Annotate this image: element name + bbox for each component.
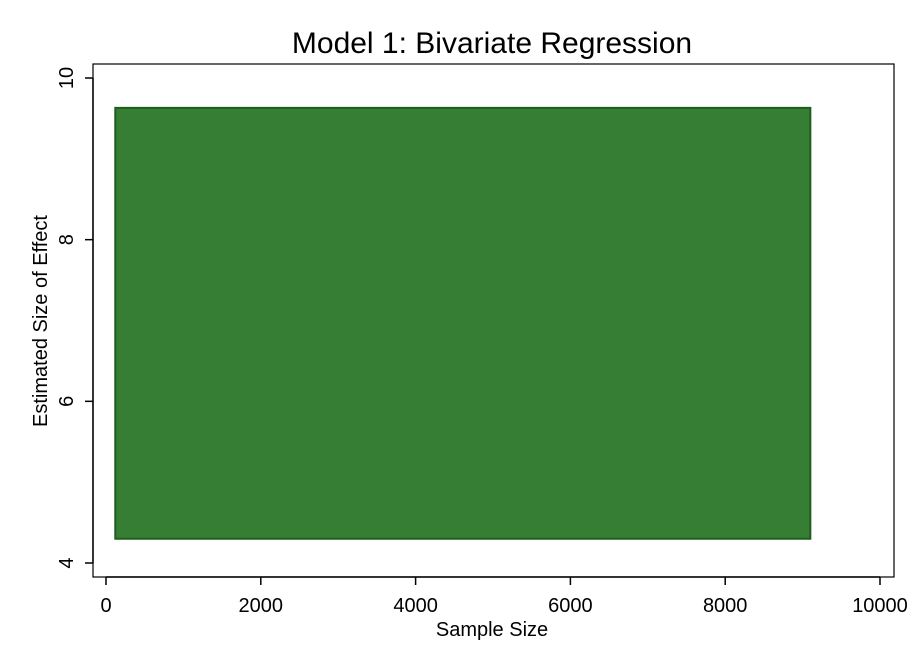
chart-title: Model 1: Bivariate Regression (292, 27, 692, 60)
x-tick-label: 8000 (703, 595, 748, 617)
y-axis-ticks: 4 6 8 10 (56, 67, 93, 569)
x-tick-label: 10000 (852, 595, 908, 617)
x-tick-label: 6000 (548, 595, 593, 617)
x-tick-label: 2000 (239, 595, 284, 617)
series-layer (114, 106, 812, 540)
y-tick-label: 6 (56, 396, 78, 407)
y-tick-label: 4 (56, 557, 78, 568)
y-tick-label: 10 (56, 67, 78, 89)
x-axis-label: Sample Size (436, 619, 548, 641)
y-tick-label: 8 (56, 234, 78, 245)
x-tick-label: 0 (100, 595, 111, 617)
x-tick-label: 4000 (393, 595, 438, 617)
y-axis-label: Estimated Size of Effect (30, 215, 52, 427)
series-band-1 (114, 106, 812, 540)
x-axis-ticks: 0 2000 4000 6000 8000 10000 (100, 577, 908, 617)
